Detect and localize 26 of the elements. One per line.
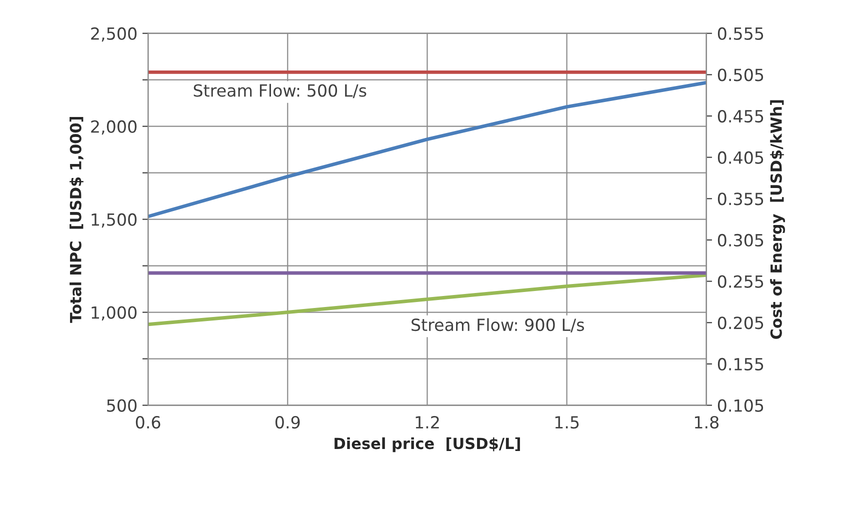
y-tick-label: 1,500: [92, 213, 137, 228]
y2-tick-label: 0.355: [718, 192, 764, 206]
y2-tick-label: 0.205: [718, 316, 764, 330]
y2-tick-label: 0.105: [718, 399, 764, 412]
y-tick-label: 500: [107, 399, 137, 412]
y2-tick-label: 0.405: [718, 151, 764, 164]
x-tick-label: 0.6: [136, 416, 160, 429]
y-tick-label: 2,500: [91, 27, 137, 42]
y-tick-label: 2,000: [91, 120, 137, 135]
x-tick-label: 1.2: [416, 416, 439, 428]
x-tick-label: 1.5: [555, 416, 579, 429]
annotation: Stream Flow: 500 L/s: [194, 84, 366, 98]
y2-tick-label: 0.455: [718, 110, 764, 123]
y2-tick-label: 0.155: [718, 358, 764, 371]
y2-tick-label: 0.255: [718, 275, 764, 288]
x-tick-label: 1.8: [694, 416, 719, 429]
x-axis-title: Diesel price [USD$/L]: [334, 437, 520, 452]
x-tick-label: 0.9: [275, 416, 300, 429]
y2-tick-label: 0.555: [718, 27, 764, 40]
y2-tick-label: 0.505: [718, 68, 764, 82]
y-axis-title: Total NPC [USD$ 1,000]: [70, 117, 84, 323]
annotation: Stream Flow: 900 L/s: [412, 318, 584, 332]
y2-axis-title: Cost of Energy [USD$/kWh]: [770, 100, 785, 339]
y2-tick-label: 0.305: [718, 234, 764, 247]
y-tick-label: 1,000: [92, 306, 137, 321]
line-series: [148, 80, 706, 218]
